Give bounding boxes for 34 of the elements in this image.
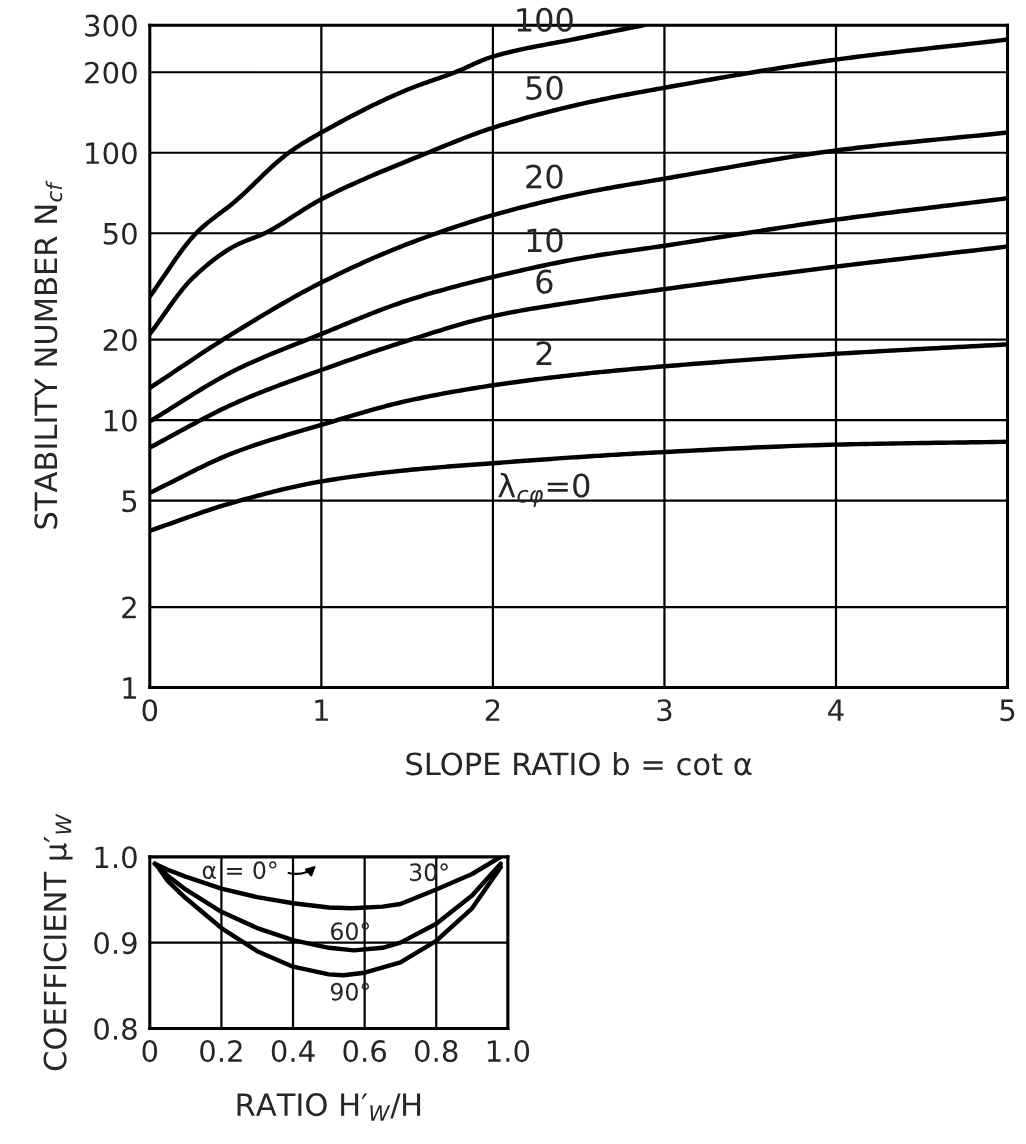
series-label: 20	[526, 164, 563, 189]
x-tick-label: 1	[315, 699, 328, 721]
x-tick-label: 2	[485, 699, 500, 721]
series-label: 50	[526, 75, 563, 100]
y-tick-label: 20	[103, 329, 137, 352]
x-tick-label: 1.0	[487, 1040, 530, 1063]
y-axis-title: STABILITY NUMBER N$_{cf}$	[34, 180, 63, 529]
x-tick-label: 0.4	[271, 1040, 315, 1063]
series-label: 10	[527, 228, 563, 253]
x-tick-label: 0.6	[343, 1040, 386, 1063]
x-tick-label: 0	[142, 699, 158, 722]
x-axis-title: SLOPE RATIO b = cot α	[406, 751, 752, 776]
y-tick-label: 300	[85, 14, 137, 37]
x-tick-label: 3	[657, 699, 672, 722]
y-tick-label: 2	[122, 596, 136, 619]
x-tick-label: 5	[1000, 699, 1015, 722]
y-tick-label: 1	[123, 677, 136, 699]
x-tick-label: 0.2	[200, 1040, 242, 1063]
y-tick-label: 50	[103, 222, 137, 245]
annotation: α = 0°	[202, 861, 277, 880]
y-tick-label: 5	[122, 490, 137, 513]
x-axis-title: RATIO H′$_{W}$/H	[237, 1093, 421, 1121]
x-tick-label: 4	[828, 699, 844, 721]
y-tick-label: 1.0	[95, 846, 137, 869]
y-tick-label: 10	[104, 409, 137, 432]
y-tick-label: 0.9	[94, 932, 137, 955]
y-tick-label: 200	[85, 61, 137, 84]
series-label: 6	[536, 269, 553, 294]
y-tick-label: 100	[86, 142, 137, 165]
series-label: 2	[536, 341, 552, 365]
x-tick-label: 0.8	[414, 1040, 458, 1063]
y-axis-title: COEFFICIENT μ′$_{W}$	[43, 813, 73, 1071]
y-tick-label: 0.8	[94, 1017, 137, 1040]
x-tick-label: 0	[142, 1040, 158, 1063]
